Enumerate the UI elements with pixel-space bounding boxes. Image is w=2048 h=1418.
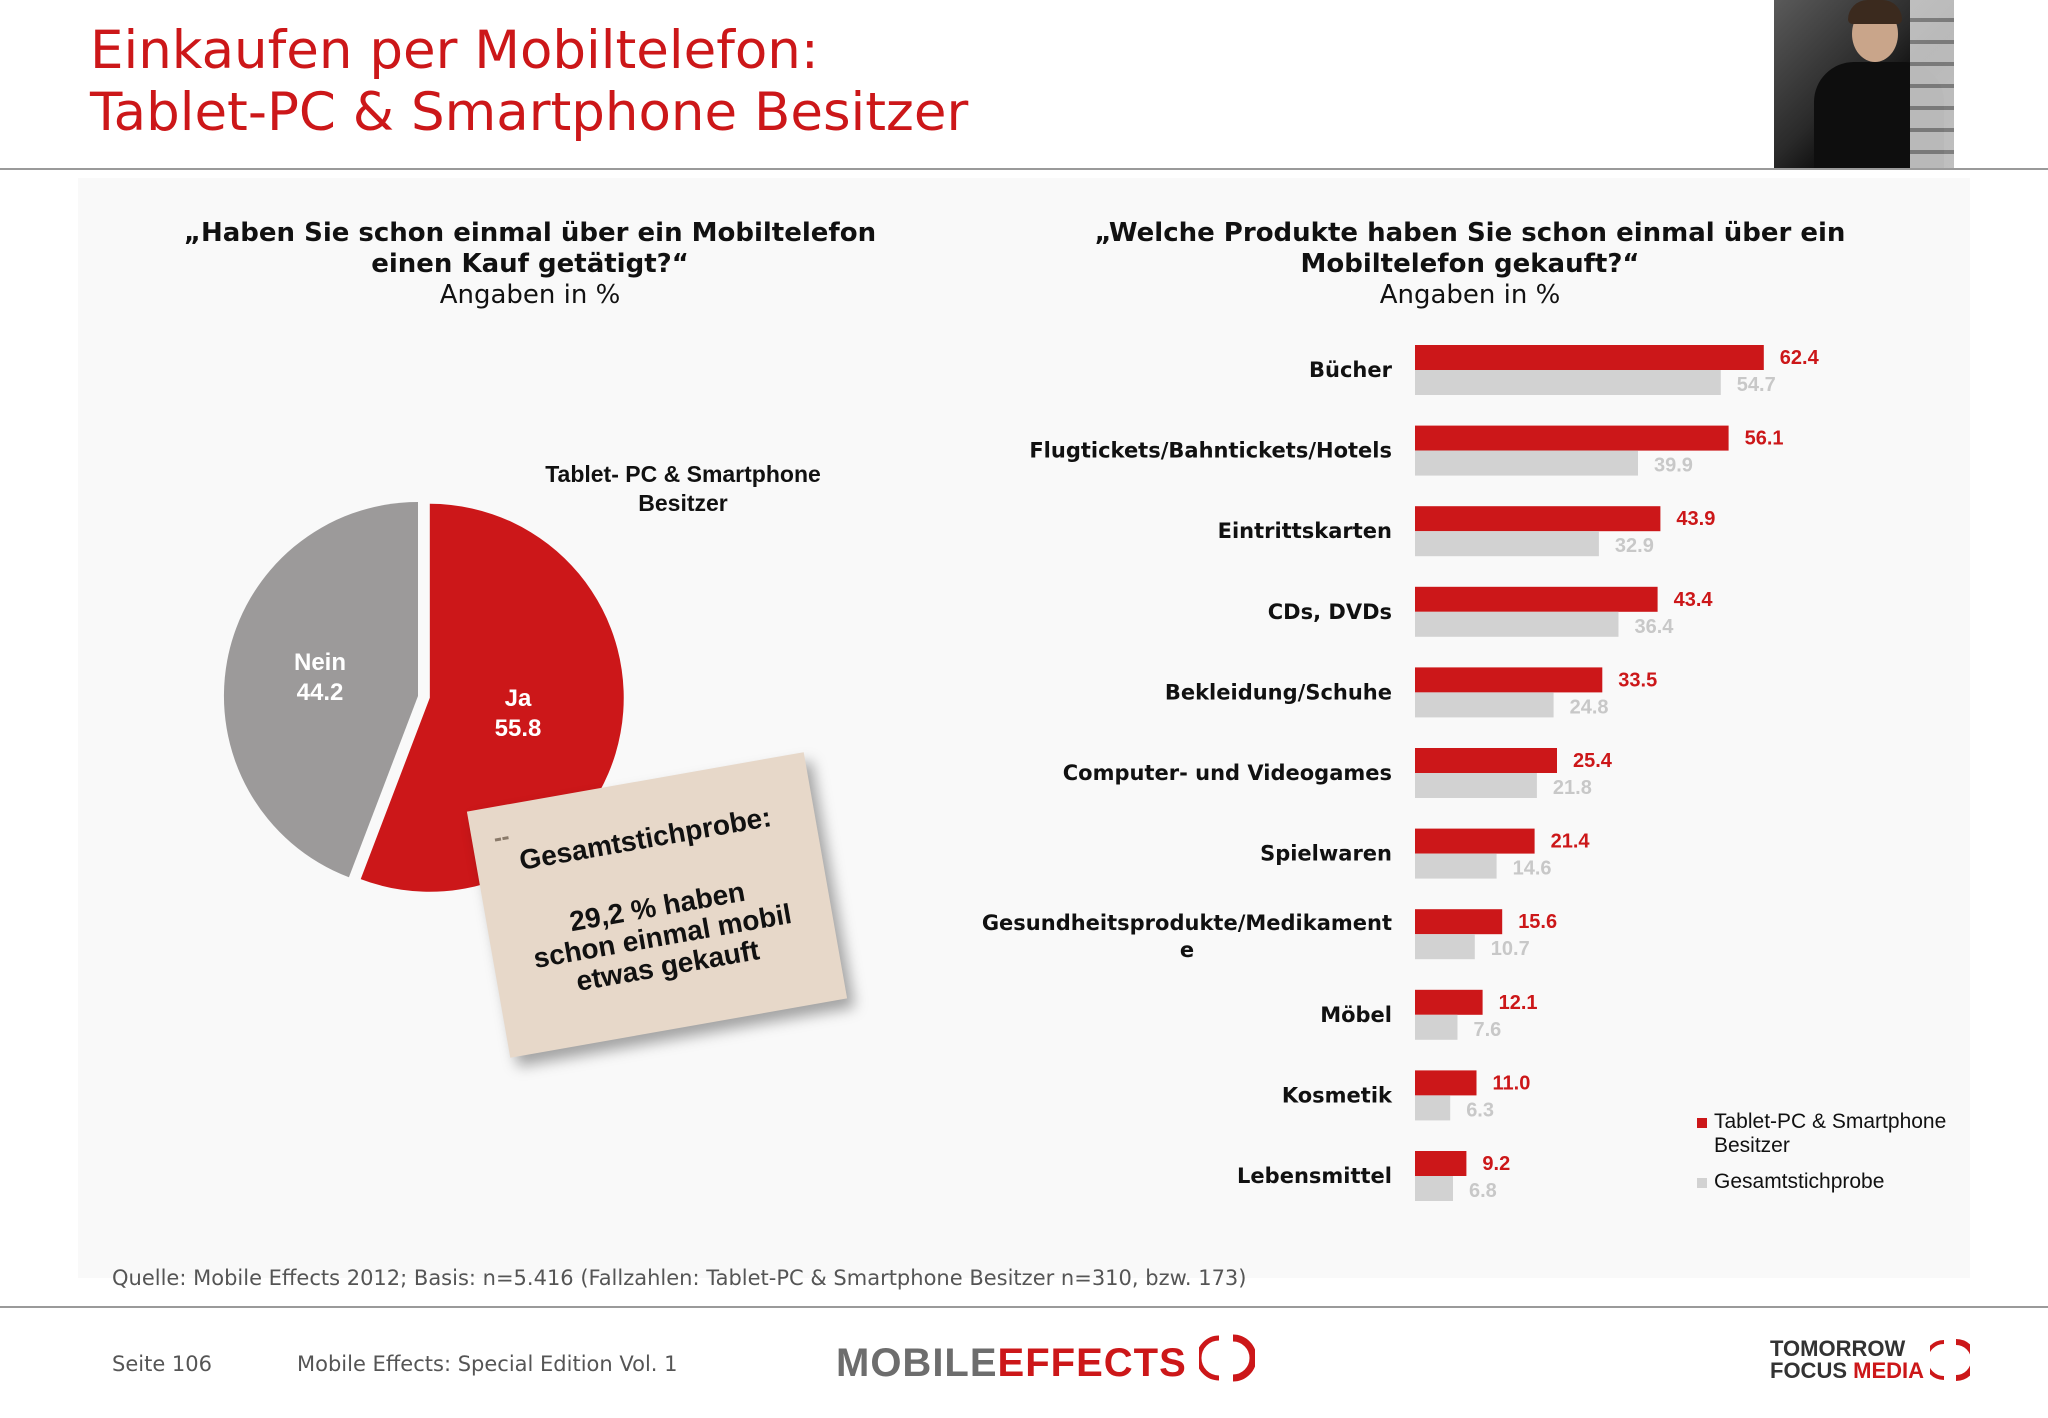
bar-value-tablet: 62.4: [1780, 347, 1820, 369]
bar-tablet: [1415, 909, 1503, 935]
legend-item-tablet: Tablet-PC & Smartphone Besitzer: [1694, 1110, 1974, 1158]
bar-value-gesamt: 32.9: [1615, 535, 1654, 557]
bar-value-tablet: 21.4: [1551, 831, 1591, 853]
pie-label-nein: Nein 44.2: [270, 648, 370, 708]
bar-value-tablet: 56.1: [1745, 428, 1784, 450]
bar-value-gesamt: 36.4: [1635, 616, 1675, 638]
legend-label-tablet: Tablet-PC & Smartphone Besitzer: [1714, 1110, 1947, 1157]
bar-value-gesamt: 39.9: [1654, 455, 1693, 477]
logo-mobile-text: MOBILE: [836, 1341, 998, 1385]
legend-item-gesamt: Gesamtstichprobe: [1694, 1170, 1974, 1194]
logo-bracket-icon: [1924, 1339, 1978, 1381]
note-tape-mark: ▬▬: [493, 832, 510, 845]
mobile-effects-logo: MOBILEEFFECTS: [836, 1334, 1257, 1386]
pie-label-nein-name: Nein: [293, 649, 346, 676]
source-note: Quelle: Mobile Effects 2012; Basis: n=5.…: [112, 1266, 1247, 1290]
category-label: Eintrittskarten: [1218, 519, 1392, 543]
bar-value-gesamt: 14.6: [1513, 858, 1552, 880]
category-label: Lebensmittel: [1237, 1164, 1392, 1188]
category-label: Spielwaren: [1260, 842, 1392, 866]
publication-name: Mobile Effects: Special Edition Vol. 1: [297, 1352, 678, 1376]
bar-value-gesamt: 10.7: [1491, 938, 1530, 960]
logo-focus-text: FOCUS: [1770, 1358, 1847, 1383]
logo-tomorrow-text: TOMORROW: [1770, 1336, 1906, 1361]
bar-gesamt: [1415, 611, 1619, 637]
category-label: Bekleidung/Schuhe: [1165, 680, 1392, 704]
header-divider: [0, 168, 2048, 170]
category-label: Möbel: [1320, 1003, 1392, 1027]
bar-gesamt: [1415, 370, 1721, 395]
category-label: Flugtickets/Bahntickets/Hotels: [1029, 439, 1392, 463]
pie-label-ja: Ja 55.8: [468, 684, 568, 744]
bar-gesamt: [1415, 531, 1599, 557]
page-title: Einkaufen per Mobiltelefon: Tablet-PC & …: [90, 20, 968, 144]
bar-value-tablet: 15.6: [1518, 911, 1557, 933]
logo-effects-text: EFFECTS: [997, 1341, 1187, 1385]
bar-gesamt: [1415, 773, 1537, 798]
bar-value-gesamt: 6.8: [1469, 1180, 1497, 1202]
bar-value-tablet: 33.5: [1618, 669, 1657, 691]
right-question-text: „Welche Produkte haben Sie schon einmal …: [1094, 218, 1846, 279]
bar-value-gesamt: 7.6: [1474, 1019, 1502, 1041]
bar-value-tablet: 11.0: [1493, 1072, 1531, 1094]
bar-value-gesamt: 21.8: [1553, 777, 1592, 799]
bar-tablet: [1415, 586, 1658, 612]
logo-media-text: MEDIA: [1853, 1358, 1925, 1383]
bar-value-tablet: 25.4: [1573, 750, 1613, 772]
bar-gesamt: [1415, 1095, 1451, 1121]
bar-chart: 62.454.7 Bücher 56.1 39.9 Flugtickets/Bahnti…: [982, 345, 1820, 1202]
right-unit: Angaben in %: [1379, 280, 1561, 310]
logo-bracket-icon: [1196, 1334, 1257, 1382]
category-label: Computer- und Videogames: [1063, 761, 1392, 785]
bar-gesamt: [1415, 1176, 1453, 1201]
left-question: „Haben Sie schon einmal über ein Mobilte…: [160, 218, 900, 311]
bar-tablet: [1415, 667, 1603, 693]
footer-divider: [0, 1306, 2048, 1308]
page-number: Seite 106: [112, 1352, 212, 1376]
category-label: Bücher: [1309, 358, 1393, 382]
legend-swatch-tablet: [1697, 1118, 1707, 1128]
bar-gesamt: [1415, 450, 1638, 476]
bar-gesamt: [1415, 692, 1554, 718]
legend-label-gesamt: Gesamtstichprobe: [1714, 1170, 1885, 1193]
bar-tablet: [1415, 506, 1661, 532]
category-label-wrap: e: [1180, 938, 1194, 962]
title-line-1: Einkaufen per Mobiltelefon:: [90, 20, 819, 81]
bar-value-gesamt: 24.8: [1570, 696, 1609, 718]
legend-swatch-gesamt: [1697, 1178, 1707, 1188]
bar-tablet: [1415, 345, 1764, 370]
bar-value-tablet: 9.2: [1482, 1153, 1510, 1175]
pie-slice-nein: [223, 502, 418, 878]
note-heading: Gesamtstichprobe:: [516, 801, 774, 876]
bar-tablet: [1415, 425, 1729, 451]
note-body: 29,2 % haben schon einmal mobil etwas ge…: [486, 863, 838, 1011]
bar-value-tablet: 43.9: [1676, 508, 1715, 530]
bar-tablet: [1415, 748, 1557, 773]
category-label: CDs, DVDs: [1268, 600, 1392, 624]
bar-gesamt: [1415, 934, 1475, 960]
left-unit: Angaben in %: [439, 280, 621, 310]
pie-label-ja-value: 55.8: [494, 715, 542, 742]
category-label: Gesundheitsprodukte/Medikament: [982, 911, 1392, 935]
pie-label-nein-value: 44.2: [296, 679, 344, 706]
chart-legend: Tablet-PC & Smartphone Besitzer Gesamtst…: [1694, 1110, 1974, 1206]
bar-gesamt: [1415, 1014, 1458, 1040]
pie-label-ja-name: Ja: [504, 685, 532, 712]
bar-gesamt: [1415, 853, 1497, 879]
bar-value-tablet: 43.4: [1674, 589, 1714, 611]
pie-series-title: Tablet- PC & Smartphone Besitzer: [545, 461, 821, 516]
left-question-text: „Haben Sie schon einmal über ein Mobilte…: [183, 218, 877, 279]
category-label: Kosmetik: [1282, 1083, 1393, 1107]
header-photo: [1774, 0, 1954, 170]
right-question: „Welche Produkte haben Sie schon einmal …: [1080, 218, 1860, 311]
bar-tablet: [1415, 828, 1535, 854]
title-line-2: Tablet-PC & Smartphone Besitzer: [90, 82, 969, 143]
bar-tablet: [1415, 1070, 1477, 1096]
bar-tablet: [1415, 989, 1483, 1015]
bar-value-gesamt: 54.7: [1737, 374, 1776, 396]
tomorrow-focus-media-logo: TOMORROW FOCUS MEDIA: [1770, 1336, 1978, 1383]
bar-tablet: [1415, 1151, 1467, 1176]
bar-value-tablet: 12.1: [1499, 992, 1538, 1014]
bar-value-gesamt: 6.3: [1466, 1099, 1494, 1121]
